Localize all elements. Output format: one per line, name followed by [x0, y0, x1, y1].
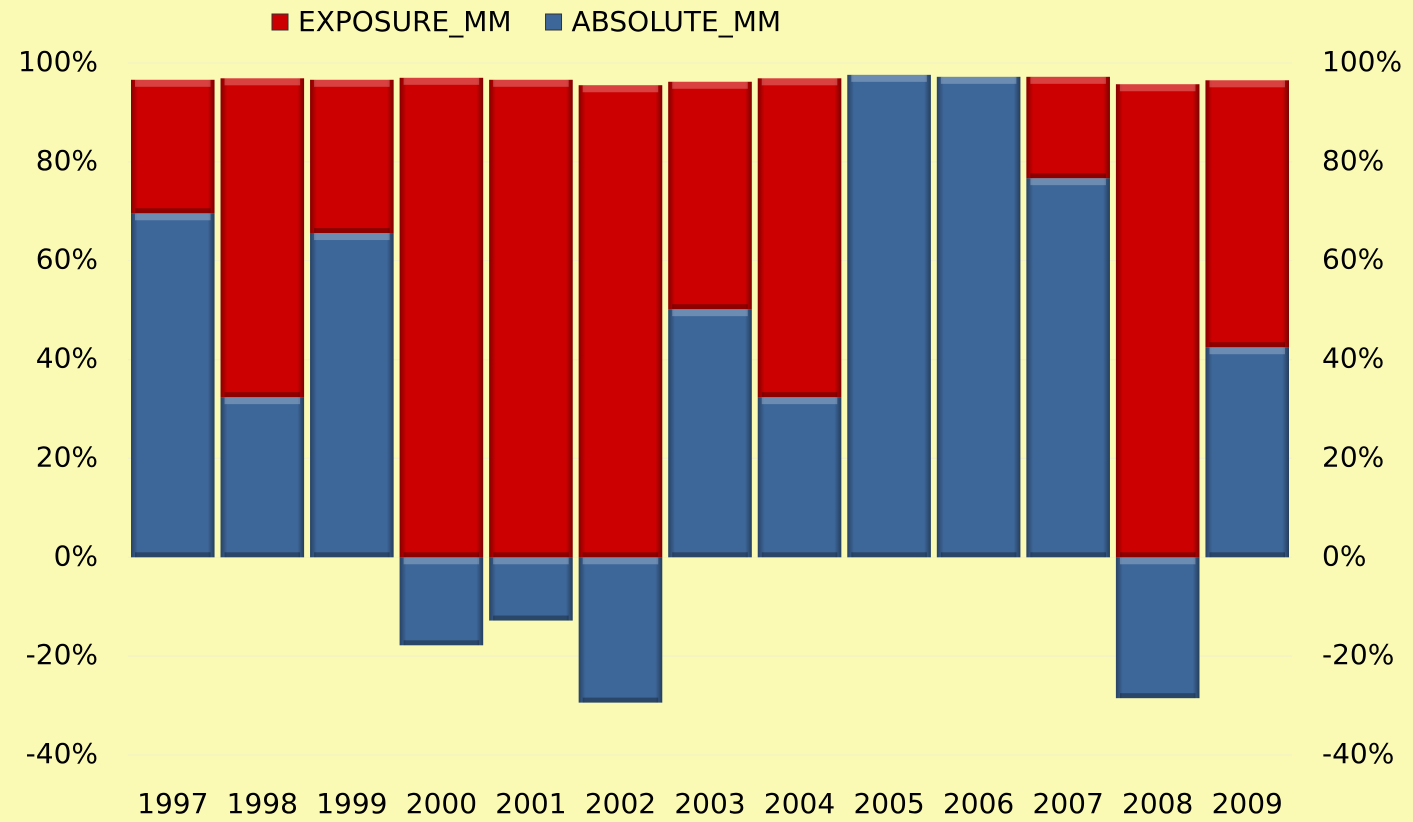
bar [399, 557, 484, 646]
y-tick-label: 60% [36, 243, 98, 276]
y2-tick-label: 100% [1322, 45, 1402, 78]
x-tick-label: 1998 [227, 787, 298, 820]
bar [847, 74, 931, 558]
bar [668, 309, 752, 558]
y-tick-label: 40% [36, 342, 98, 375]
x-tick-label: 1999 [316, 787, 387, 820]
x-tick-label: 2001 [495, 787, 566, 820]
x-tick-label: 2007 [1033, 787, 1104, 820]
bar [578, 85, 663, 558]
y-tick-label: -20% [26, 638, 98, 671]
legend-swatch [271, 13, 289, 31]
bar [668, 81, 752, 310]
x-tick-label: 2000 [406, 787, 477, 820]
y2-tick-label: 20% [1322, 440, 1384, 473]
bar [310, 233, 394, 558]
x-tick-label: 2009 [1212, 787, 1283, 820]
bar [220, 78, 305, 398]
y2-tick-label: -20% [1322, 638, 1394, 671]
bar [757, 78, 842, 398]
bar [936, 76, 1021, 558]
bar [1026, 76, 1110, 179]
bar [489, 557, 573, 621]
legend-swatch [545, 13, 563, 31]
bar [757, 397, 842, 558]
bar [399, 77, 484, 558]
y2-tick-label: 40% [1322, 342, 1384, 375]
bar [1026, 178, 1110, 558]
bar [1205, 80, 1289, 348]
bar [1115, 557, 1200, 699]
bar [1205, 347, 1289, 558]
x-tick-label: 2004 [764, 787, 835, 820]
y2-tick-label: 0% [1322, 539, 1366, 572]
x-tick-label: 1997 [137, 787, 208, 820]
bar [131, 79, 215, 214]
bar [1115, 84, 1200, 558]
y2-tick-label: -40% [1322, 737, 1394, 770]
y2-tick-label: 80% [1322, 144, 1384, 177]
bar [220, 397, 305, 558]
x-tick-label: 2005 [853, 787, 924, 820]
x-tick-label: 2003 [674, 787, 745, 820]
bar [489, 79, 573, 558]
legend-label: EXPOSURE_MM [298, 5, 512, 38]
y-tick-label: -40% [26, 737, 98, 770]
legend-label: ABSOLUTE_MM [572, 5, 782, 38]
y-tick-label: 20% [36, 440, 98, 473]
x-tick-label: 2002 [585, 787, 656, 820]
y-tick-label: 0% [54, 539, 98, 572]
bar [310, 79, 394, 234]
bar [578, 557, 663, 703]
y-tick-label: 80% [36, 144, 98, 177]
y2-tick-label: 60% [1322, 243, 1384, 276]
bar [131, 213, 215, 558]
y-tick-label: 100% [18, 45, 98, 78]
x-tick-label: 2006 [943, 787, 1014, 820]
x-tick-label: 2008 [1122, 787, 1193, 820]
